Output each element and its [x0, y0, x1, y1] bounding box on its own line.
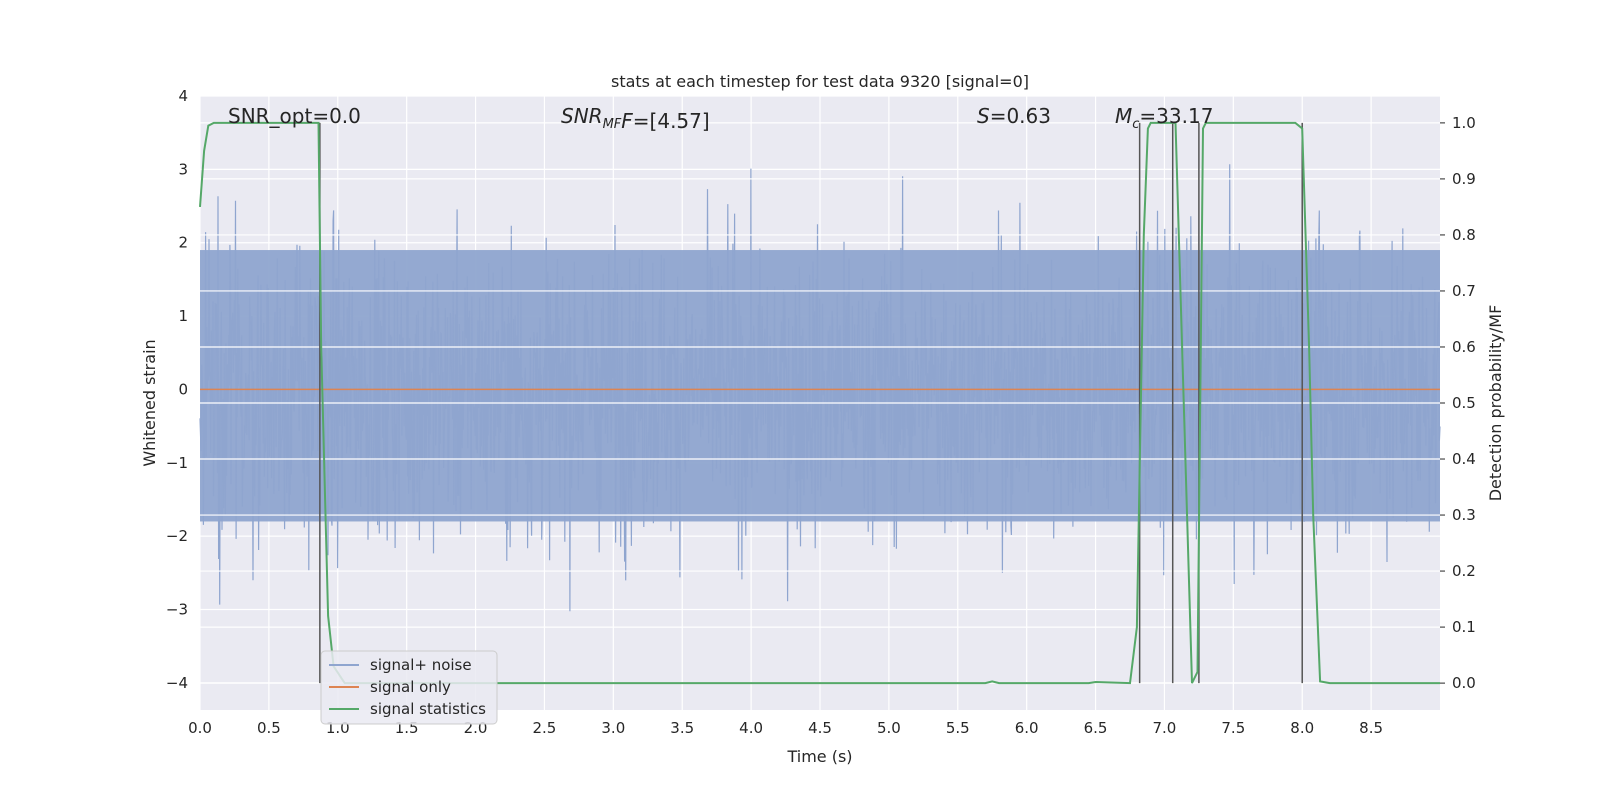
y-right-tick-label: 0.5 — [1452, 394, 1476, 412]
legend-label-signal-noise: signal+ noise — [370, 656, 472, 674]
noise-trace — [199, 164, 1441, 612]
x-tick-label: 4.0 — [739, 719, 763, 737]
chart-title: stats at each timestep for test data 932… — [611, 72, 1029, 91]
y-left-tick-label: 1 — [178, 307, 188, 325]
y-right-tick-label: 1.0 — [1452, 114, 1476, 132]
x-tick-label: 5.5 — [946, 719, 970, 737]
y-right-tick-labels: 1.0 0.9 0.8 0.7 0.6 0.5 0.4 0.3 0.2 0.1 0.0 — [1440, 114, 1476, 692]
legend-label-signal-statistics: signal statistics — [370, 700, 486, 718]
y-right-tick-label: 0.8 — [1452, 226, 1476, 244]
y-right-tick-label: 0.4 — [1452, 450, 1476, 468]
y-right-tick-label: 0.2 — [1452, 562, 1476, 580]
y-right-tick-label: 0.0 — [1452, 674, 1476, 692]
y-left-tick-label: 2 — [178, 234, 188, 252]
x-axis-label: Time (s) — [786, 747, 852, 766]
x-tick-label: 6.5 — [1084, 719, 1108, 737]
x-tick-label: 5.0 — [877, 719, 901, 737]
y-left-tick-label: −1 — [166, 454, 188, 472]
y-left-tick-labels: 4 3 2 1 0 −1 −2 −3 −4 — [166, 87, 188, 692]
x-tick-label: 3.5 — [670, 719, 694, 737]
series-signal-noise — [199, 164, 1441, 612]
y-right-tick-label: 0.1 — [1452, 618, 1476, 636]
y-left-tick-label: 3 — [178, 160, 188, 178]
y-right-tick-label: 0.3 — [1452, 506, 1476, 524]
legend: signal+ noise signal only signal statist… — [320, 650, 498, 725]
x-tick-label: 0.0 — [188, 719, 212, 737]
x-tick-label: 7.0 — [1153, 719, 1177, 737]
x-tick-label: 8.0 — [1290, 719, 1314, 737]
x-tick-label: 3.0 — [601, 719, 625, 737]
series-signal-statistics — [199, 121, 1440, 685]
annotation-snr-opt: SNR_opt=0.0 — [228, 104, 361, 128]
legend-label-signal-only: signal only — [370, 678, 451, 696]
annotation-mc: Mc=33.17 — [1115, 104, 1213, 132]
y-axis-label-left: Whitened strain — [140, 339, 159, 466]
legend-box — [320, 650, 498, 725]
annotation-snr-mf: SNRMFF=[4.57] — [561, 104, 710, 133]
y-right-tick-label: 0.9 — [1452, 170, 1476, 188]
x-tick-label: 4.5 — [808, 719, 832, 737]
y-left-tick-label: 4 — [178, 87, 188, 105]
x-tick-label: 0.5 — [257, 719, 281, 737]
x-tick-label: 2.5 — [533, 719, 557, 737]
annotation-s: S=0.63 — [977, 104, 1051, 128]
y-left-tick-label: −4 — [166, 674, 188, 692]
y-left-tick-label: −2 — [166, 527, 188, 545]
y-right-tick-label: 0.7 — [1452, 282, 1476, 300]
y-left-tick-label: −3 — [166, 601, 188, 619]
x-tick-label: 7.5 — [1221, 719, 1245, 737]
y-axis-label-right: Detection probability/MF — [1486, 305, 1505, 502]
y-left-tick-label: 0 — [178, 380, 188, 398]
x-tick-label: 8.5 — [1359, 719, 1383, 737]
y-right-tick-label: 0.6 — [1452, 338, 1476, 356]
x-tick-label: 6.0 — [1015, 719, 1039, 737]
